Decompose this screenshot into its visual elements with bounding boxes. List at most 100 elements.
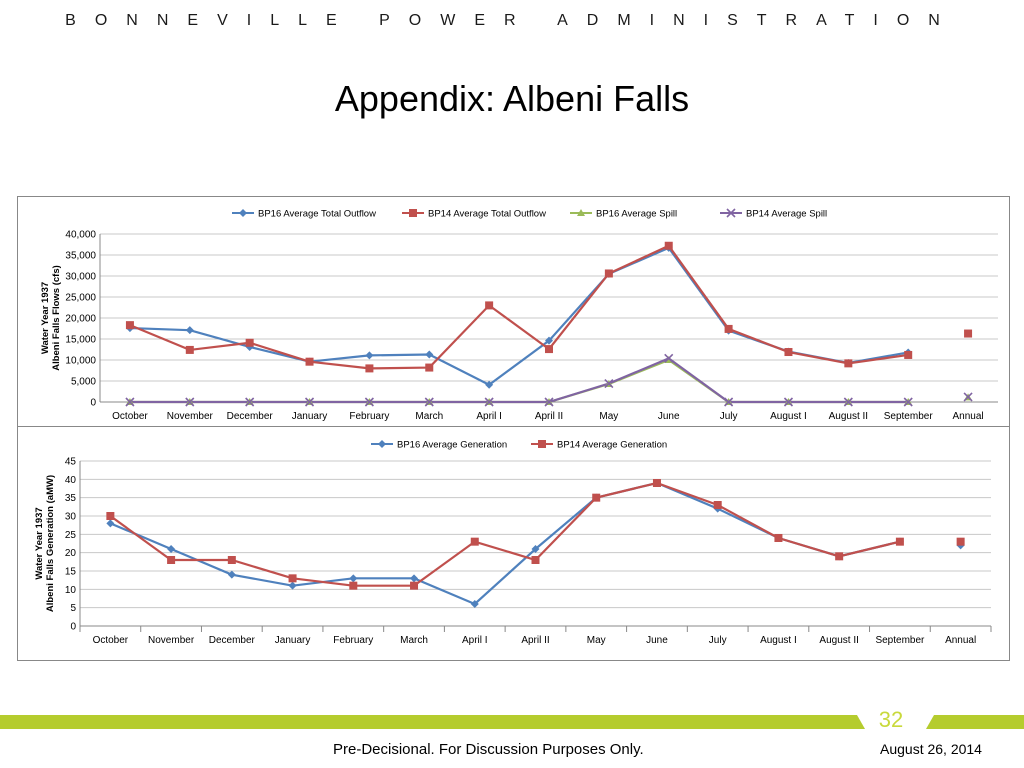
y-axis-title: Water Year 1937 Albeni Falls Generation (… — [34, 475, 56, 612]
data-point-diamond — [185, 326, 194, 335]
x-tick-label: July — [720, 411, 738, 422]
y-axis-title: Water Year 1937 Albeni Falls Flows (cfs) — [40, 265, 62, 371]
data-point-diamond — [106, 519, 115, 528]
data-point-square — [531, 556, 540, 564]
data-point-diamond — [531, 545, 540, 553]
series-line — [129, 244, 909, 370]
y-tick-label: 40 — [65, 475, 77, 486]
data-point-diamond — [410, 574, 419, 583]
data-point-square — [724, 324, 733, 333]
legend-entry-label: BP16 Average Total Outflow — [258, 209, 376, 220]
flows-chart: 0 5,000 10,000 15,000 20,000 25,000 30,000 35,0… — [17, 196, 1010, 427]
x-tick-label: September — [875, 635, 925, 646]
data-point-x — [544, 397, 554, 407]
data-point-x — [843, 397, 853, 407]
data-point-x — [484, 397, 494, 407]
y-tick-label: 0 — [90, 398, 96, 409]
data-point-square — [125, 321, 134, 330]
data-point-square — [652, 479, 661, 487]
y-tick-label: 15 — [65, 567, 77, 578]
data-point-square — [964, 329, 973, 338]
data-point-square — [227, 556, 236, 564]
data-point-x — [724, 397, 734, 407]
data-point-square — [713, 501, 722, 509]
series-line — [109, 481, 901, 606]
x-tick-label: December — [209, 635, 256, 646]
x-tick-label: January — [292, 411, 328, 422]
data-point-diamond — [349, 574, 358, 583]
data-point-x — [604, 378, 614, 389]
y-tick-label: 25 — [65, 530, 77, 541]
series-line — [129, 357, 909, 404]
y-tick-label: 40,000 — [65, 230, 96, 241]
x-tick-label: March — [400, 635, 428, 646]
data-point-diamond — [378, 440, 386, 448]
x-tick-label: January — [275, 635, 311, 646]
slide-title: Appendix: Albeni Falls — [334, 78, 690, 119]
data-point-square — [167, 556, 176, 564]
x-tick-label: October — [112, 411, 148, 422]
flows-chart-svg: 0 5,000 10,000 15,000 20,000 25,000 30,000 35,0… — [40, 208, 998, 422]
y-axis-title-line: Water Year 1937 — [34, 507, 45, 579]
y-tick-label: 10,000 — [65, 356, 96, 367]
x-tick-label: December — [227, 411, 274, 422]
x-tick-label: September — [884, 411, 934, 422]
data-point-diamond — [167, 545, 176, 553]
footer-accent-band — [0, 715, 1024, 729]
data-point-square — [305, 357, 314, 366]
x-tick-label: October — [93, 635, 129, 646]
y-tick-label: 5,000 — [71, 377, 96, 388]
x-tick-label: May — [587, 635, 606, 646]
data-point-square — [604, 269, 613, 278]
data-point-x — [304, 397, 315, 407]
data-point-square — [470, 537, 479, 546]
x-tick-label: July — [709, 635, 727, 646]
x-tick-label: April I — [476, 411, 502, 422]
y-tick-label: 35 — [65, 493, 77, 504]
y-tick-label: 0 — [70, 622, 76, 633]
y-tick-label: 10 — [65, 585, 77, 596]
y-axis-title-line: Albeni Falls Flows (cfs) — [51, 265, 62, 371]
legend-entry-label: BP14 Average Generation — [557, 440, 667, 451]
data-point-x — [963, 392, 973, 402]
data-point-square — [365, 364, 374, 373]
data-point-x — [664, 353, 674, 363]
generation-chart-svg: 0 5 10 15 20 25 30 35 40 45 October November Decembe… — [34, 440, 992, 646]
generation-chart: 0 5 10 15 20 25 30 35 40 45 October November Decembe… — [17, 426, 1010, 661]
data-point-x — [125, 397, 135, 407]
data-point-square — [895, 537, 904, 546]
y-tick-label: 25,000 — [65, 293, 96, 304]
y-tick-label: 35,000 — [65, 251, 96, 262]
x-tick-label: May — [599, 411, 618, 422]
x-tick-label: June — [646, 635, 668, 646]
legend-entry-label: BP14 Average Total Outflow — [428, 209, 546, 220]
page-number: 32 — [878, 707, 904, 732]
data-point-square — [288, 574, 297, 583]
x-tick-label: June — [658, 411, 680, 422]
y-tick-label: 5 — [70, 603, 76, 614]
data-point-x — [424, 397, 434, 407]
data-point-square — [904, 350, 913, 359]
data-point-diamond — [239, 209, 247, 217]
data-point-square — [245, 338, 254, 347]
data-point-diamond — [425, 350, 434, 359]
data-point-x — [726, 208, 736, 218]
x-tick-label: Annual — [952, 411, 983, 422]
footer-note: Pre-Decisional. For Discussion Purposes … — [333, 741, 644, 758]
legend-entry-label: BP16 Average Spill — [596, 209, 677, 220]
org-header: BONNEVILLE POWER ADMINISTRATION — [65, 12, 959, 29]
x-tick-label: August I — [760, 635, 797, 646]
x-tick-label: August II — [819, 635, 858, 646]
legend-entry-label: BP16 Average Generation — [397, 440, 507, 451]
x-tick-label: February — [349, 411, 389, 422]
x-tick-label: August II — [829, 411, 868, 422]
data-point-square — [409, 209, 417, 217]
y-tick-label: 20,000 — [65, 314, 96, 325]
data-point-diamond — [470, 600, 479, 608]
data-point-square — [106, 512, 115, 520]
data-point-triangle — [577, 209, 585, 216]
data-point-square — [538, 440, 546, 448]
y-tick-label: 30 — [65, 512, 77, 523]
data-point-diamond — [545, 336, 553, 345]
data-point-diamond — [245, 342, 254, 351]
